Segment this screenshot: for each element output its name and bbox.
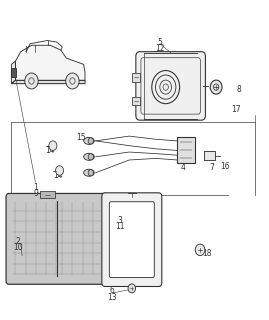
Bar xyxy=(132,73,140,82)
Text: 14: 14 xyxy=(54,172,63,180)
Text: 15: 15 xyxy=(76,133,86,142)
Circle shape xyxy=(88,154,93,160)
Text: 3: 3 xyxy=(117,216,122,225)
Text: 8: 8 xyxy=(236,85,241,94)
Text: 11: 11 xyxy=(115,222,125,231)
Circle shape xyxy=(128,284,136,293)
Text: 12: 12 xyxy=(155,44,165,53)
Circle shape xyxy=(25,73,38,89)
Text: 2: 2 xyxy=(16,237,20,246)
FancyBboxPatch shape xyxy=(6,194,108,284)
Ellipse shape xyxy=(84,153,94,160)
Text: 17: 17 xyxy=(231,105,241,114)
Text: 7: 7 xyxy=(210,164,215,172)
Bar xyxy=(204,151,215,160)
Circle shape xyxy=(88,170,93,176)
Text: 1: 1 xyxy=(33,183,38,192)
Bar xyxy=(177,137,195,163)
Text: 5: 5 xyxy=(157,38,162,47)
Circle shape xyxy=(195,244,205,256)
Bar xyxy=(11,68,16,77)
Text: 16: 16 xyxy=(221,162,230,171)
Polygon shape xyxy=(15,45,85,80)
Text: 14: 14 xyxy=(45,146,55,155)
Text: 13: 13 xyxy=(107,292,116,301)
Text: 6: 6 xyxy=(109,286,114,295)
Polygon shape xyxy=(11,61,15,84)
Text: 10: 10 xyxy=(13,243,23,252)
Ellipse shape xyxy=(84,169,94,176)
Circle shape xyxy=(88,138,93,144)
Bar xyxy=(40,191,55,198)
FancyBboxPatch shape xyxy=(136,52,206,120)
Text: 18: 18 xyxy=(202,250,211,259)
Ellipse shape xyxy=(84,137,94,144)
Text: 9: 9 xyxy=(33,189,38,198)
FancyBboxPatch shape xyxy=(102,193,162,286)
FancyBboxPatch shape xyxy=(109,202,154,277)
Circle shape xyxy=(49,141,57,150)
Circle shape xyxy=(56,166,63,175)
Circle shape xyxy=(66,73,79,89)
Bar xyxy=(132,97,140,105)
Polygon shape xyxy=(11,80,85,84)
Text: 4: 4 xyxy=(180,164,185,172)
Circle shape xyxy=(210,80,222,94)
